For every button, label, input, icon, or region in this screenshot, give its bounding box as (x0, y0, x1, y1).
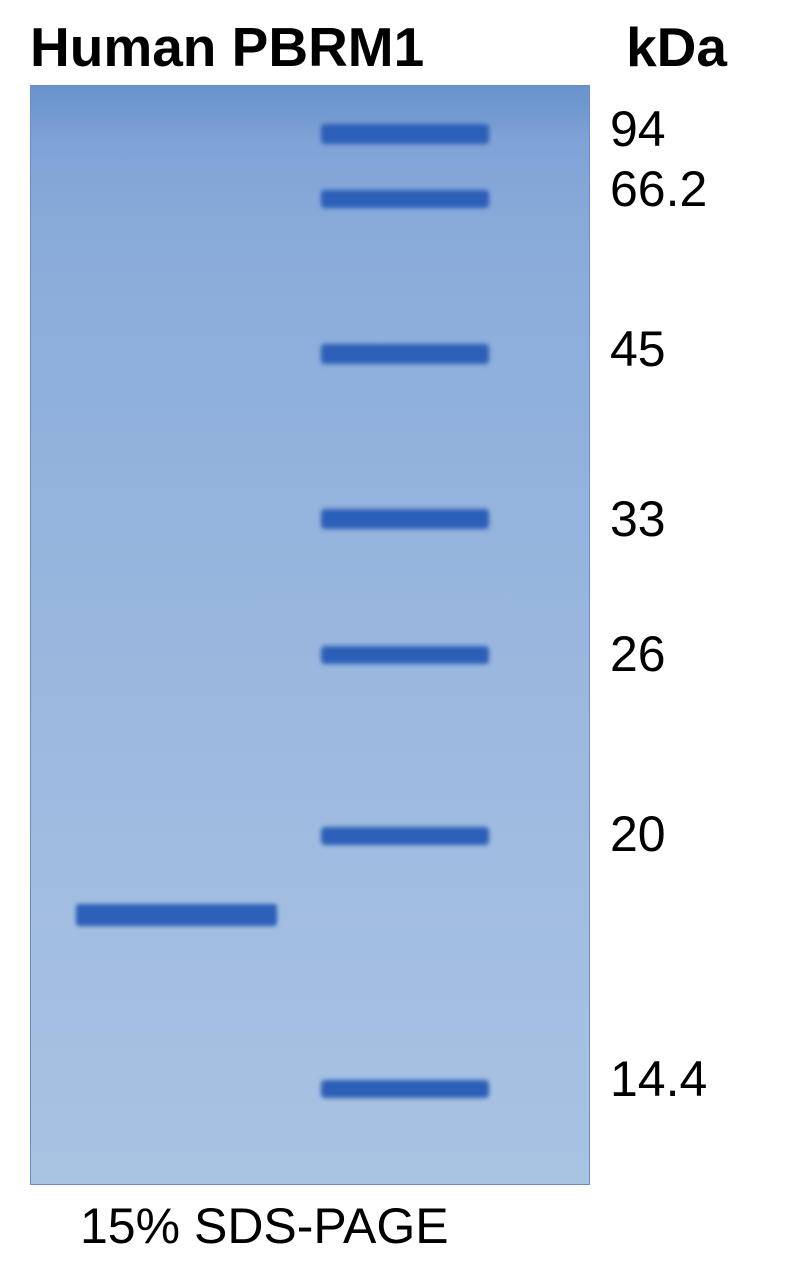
mw-label-33: 33 (610, 490, 666, 548)
sample-label: Human PBRM1 (30, 15, 424, 79)
ladder-band-94 (321, 124, 488, 144)
ladder-band-20 (321, 827, 488, 845)
gel-condition-label: 15% SDS-PAGE (80, 1197, 449, 1255)
ladder-band-66-2 (321, 190, 488, 208)
mw-label-26: 26 (610, 625, 666, 683)
ladder-band-33 (321, 509, 488, 529)
mw-label-94: 94 (610, 100, 666, 158)
ladder-band-26 (321, 646, 488, 664)
header-row: Human PBRM1 kDa (0, 15, 787, 79)
mw-label-45: 45 (610, 320, 666, 378)
mw-label-66-2: 66.2 (610, 160, 707, 218)
unit-label: kDa (626, 15, 727, 79)
mw-label-20: 20 (610, 805, 666, 863)
gel-top-shading (31, 86, 589, 141)
ladder-band-45 (321, 344, 488, 364)
sample-band (76, 904, 277, 926)
gel-membrane (30, 85, 590, 1185)
mw-label-14-4: 14.4 (610, 1050, 707, 1108)
ladder-band-14-4 (321, 1080, 488, 1098)
gel-image-container: Human PBRM1 kDa 9466.2 45 33 26 20 14.4 15% S… (0, 0, 787, 1280)
